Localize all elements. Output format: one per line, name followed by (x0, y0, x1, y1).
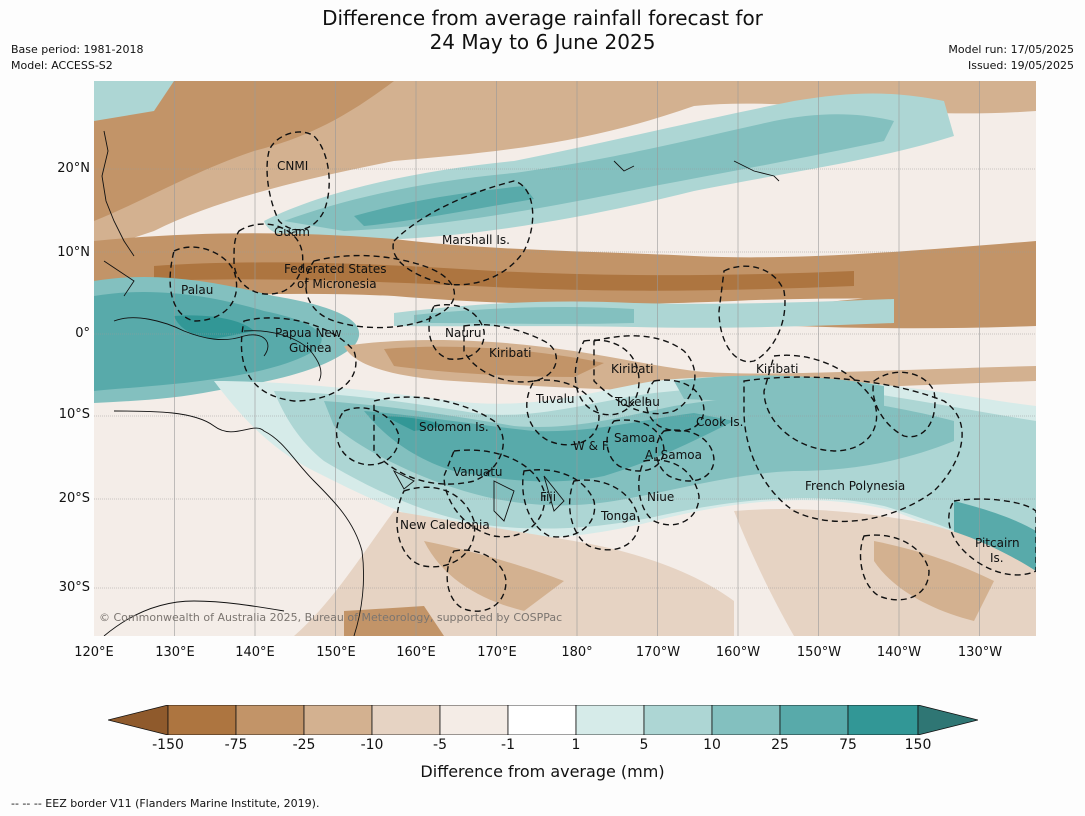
place-label-cook-is: Cook Is. (696, 415, 744, 429)
place-label-pitcairn-line2: Is. (990, 551, 1004, 565)
colorbar-bin-1 (167, 705, 237, 735)
place-label-kiribati-east: Kiribati (756, 362, 799, 376)
lon-label-120e: 120°E (74, 645, 114, 660)
lat-label-0: 0° (75, 326, 90, 341)
colorbar-tick-label: -150 (152, 737, 184, 753)
place-label-kiribati-central: Kiribati (611, 362, 654, 376)
colorbar-extend-high (917, 705, 978, 735)
place-label-fsm-line1: Federated States (284, 262, 387, 276)
run-info: Model run: 17/05/2025 Issued: 19/05/2025 (948, 42, 1074, 74)
lon-label-160e: 160°E (396, 645, 436, 660)
lon-label-140e: 140°E (235, 645, 275, 660)
colorbar (108, 705, 978, 735)
colorbar-tick-label: -10 (360, 737, 384, 753)
lat-label-30s: 30°S (58, 580, 90, 595)
lon-label-150w: 150°W (796, 645, 842, 660)
lon-label-140w: 140°W (876, 645, 922, 660)
colorbar-tick-label: 150 (904, 737, 932, 753)
coastlines (101, 130, 780, 636)
lon-label-130w: 130°W (957, 645, 1003, 660)
place-label-vanuatu: Vanuatu (453, 465, 503, 479)
model-run-date: Model run: 17/05/2025 (948, 43, 1074, 56)
place-label-tuvalu: Tuvalu (536, 392, 575, 406)
grid-lines (94, 81, 1036, 636)
colorbar-tick-label: 10 (703, 737, 721, 753)
lon-label-170e: 170°E (477, 645, 517, 660)
place-label-solomon-is: Solomon Is. (419, 420, 489, 434)
colorbar-bin-10 (779, 705, 849, 735)
place-label-marshall-is: Marshall Is. (442, 233, 510, 247)
colorbar-bin-3 (303, 705, 373, 735)
place-label-png-line2: Guinea (289, 341, 332, 355)
colorbar-bin-5 (439, 705, 509, 735)
base-info: Base period: 1981-2018 Model: ACCESS-S2 (11, 42, 143, 74)
place-label-samoa: Samoa (614, 431, 656, 445)
place-label-kiribati-west: Kiribati (489, 346, 532, 360)
colorbar-bin-2 (235, 705, 305, 735)
place-label-nauru: Nauru (445, 326, 482, 340)
place-label-niue: Niue (647, 490, 675, 504)
place-label-tonga: Tonga (601, 509, 637, 523)
place-label-french-polynesia: French Polynesia (805, 479, 906, 493)
lon-label-180: 180° (561, 645, 593, 660)
lat-label-10n: 10°N (57, 245, 90, 260)
lon-label-170w: 170°W (635, 645, 681, 660)
colorbar-tick-label: -1 (501, 737, 515, 753)
colorbar-tick-label: -5 (433, 737, 447, 753)
colorbar-bin-7 (575, 705, 645, 735)
place-label-palau: Palau (181, 283, 214, 297)
lon-label-150e: 150°E (316, 645, 356, 660)
lat-label-20n: 20°N (57, 161, 90, 176)
colorbar-tick-label: -25 (292, 737, 316, 753)
title-line-1: Difference from average rainfall forecas… (322, 6, 763, 30)
place-label-american-samoa: A. Samoa (645, 448, 702, 462)
place-label-tokelau: Tokelau (615, 395, 660, 409)
model-name: Model: ACCESS-S2 (11, 59, 113, 72)
colorbar-bin-6 (507, 705, 577, 735)
colorbar-bin-4 (371, 705, 441, 735)
lat-label-20s: 20°S (58, 491, 90, 506)
map-title: Difference from average rainfall forecas… (0, 6, 1085, 54)
colorbar-tick-label: 1 (571, 737, 581, 753)
colorbar-bin-11 (847, 705, 919, 735)
lat-label-10s: 10°S (58, 407, 90, 422)
place-label-wallis-futuna: W & F (573, 439, 609, 453)
place-label-cnmi: CNMI (277, 159, 309, 173)
colorbar-tick-label: 75 (839, 737, 857, 753)
place-label-png-line1: Papua New (275, 326, 342, 340)
colorbar-bin-8 (643, 705, 713, 735)
place-label-pitcairn-line1: Pitcairn (975, 536, 1020, 550)
map-canvas (94, 81, 1036, 636)
title-line-2: 24 May to 6 June 2025 (429, 30, 656, 54)
place-label-fsm-line2: of Micronesia (297, 277, 377, 291)
colorbar-tick-label: -75 (224, 737, 248, 753)
colorbar-tick-label: 25 (771, 737, 789, 753)
lon-label-130e: 130°E (155, 645, 195, 660)
base-period: Base period: 1981-2018 (11, 43, 144, 56)
eez-borders (169, 131, 1036, 612)
place-label-new-caledonia: New Caledonia (400, 518, 490, 532)
colorbar-extend-low (108, 705, 169, 735)
lon-label-160w: 160°W (715, 645, 761, 660)
issued-date: Issued: 19/05/2025 (967, 59, 1074, 72)
rainfall-map: CNMI Guam Marshall Is. Federated States … (94, 81, 1036, 636)
colorbar-bin-9 (711, 705, 781, 735)
colorbar-title: Difference from average (mm) (420, 762, 665, 781)
copyright-notice: © Commonwealth of Australia 2025, Bureau… (99, 611, 563, 624)
eez-footnote: -- -- -- EEZ border V11 (Flanders Marine… (11, 797, 320, 810)
place-label-fiji: Fiji (540, 490, 557, 504)
colorbar-tick-label: 5 (639, 737, 649, 753)
place-label-guam: Guam (274, 225, 310, 239)
